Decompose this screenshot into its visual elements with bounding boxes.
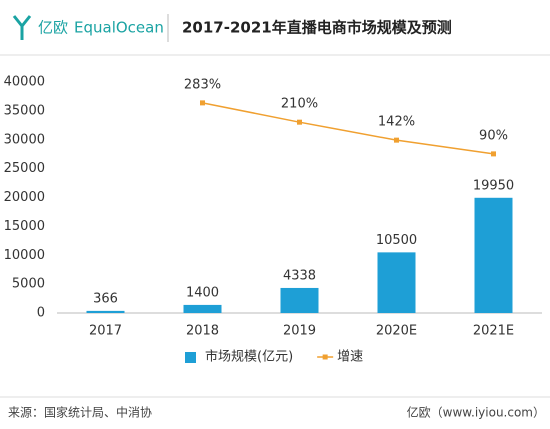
y-tick-label: 15000 — [4, 219, 45, 234]
bar — [474, 197, 513, 313]
y-tick-label: 25000 — [4, 161, 45, 176]
brand-cn: 亿欧 — [38, 19, 68, 37]
legend-label: 市场规模(亿元) — [205, 349, 293, 365]
legend-label: 增速 — [337, 350, 363, 365]
line-marker — [297, 119, 302, 125]
bar — [86, 310, 125, 313]
legend-swatch — [185, 352, 196, 363]
source: 来源：国家统计局、中消协 — [8, 405, 152, 420]
value-label: 19950 — [473, 178, 514, 193]
x-tick-label: 2017 — [89, 324, 122, 339]
bar — [183, 304, 222, 313]
brand-en: EqualOcean — [74, 19, 164, 37]
bar — [377, 252, 416, 313]
legend-swatch — [322, 354, 328, 360]
value-label: 90% — [479, 128, 508, 143]
y-tick-label: 0 — [37, 306, 45, 321]
value-label: 4338 — [283, 268, 316, 283]
chart-title: 2017-2021年直播电商市场规模及预测 — [182, 19, 452, 37]
line-marker — [394, 137, 399, 143]
line-marker — [491, 151, 496, 157]
line — [202, 102, 494, 155]
value-label: 142% — [378, 115, 415, 130]
logo-icon — [12, 15, 32, 40]
value-label: 210% — [281, 97, 318, 112]
x-tick-label: 2020E — [376, 324, 417, 339]
y-tick-label: 20000 — [4, 190, 45, 205]
y-tick-label: 10000 — [4, 248, 45, 263]
credit: 亿欧（www.iyiou.com） — [407, 405, 545, 420]
x-tick-label: 2021E — [473, 324, 514, 339]
x-tick-label: 2018 — [186, 324, 219, 339]
value-label: 10500 — [376, 233, 417, 248]
value-label: 1400 — [186, 285, 219, 300]
y-tick-label: 30000 — [4, 132, 45, 147]
value-label: 283% — [184, 77, 221, 92]
y-tick-label: 40000 — [4, 75, 45, 90]
x-tick-label: 2019 — [283, 324, 316, 339]
y-tick-label: 35000 — [4, 103, 45, 118]
bar — [280, 287, 319, 313]
line-marker — [200, 100, 205, 106]
value-label: 366 — [93, 291, 118, 306]
y-tick-label: 5000 — [12, 277, 45, 292]
